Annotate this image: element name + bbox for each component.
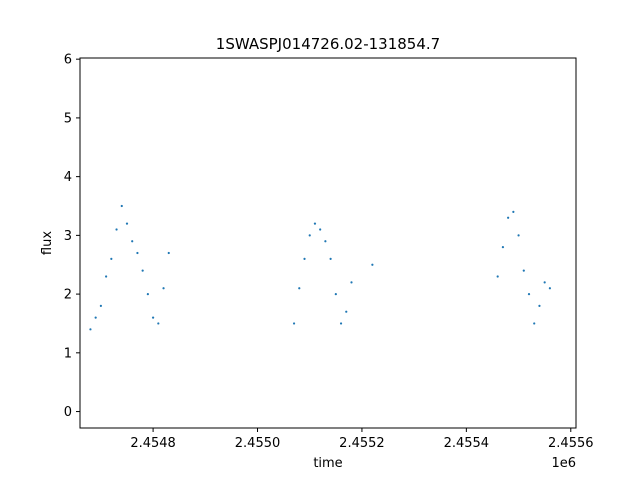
data-point (543, 281, 546, 284)
x-tick-label: 2.4552 (339, 436, 385, 451)
data-point (507, 216, 510, 219)
data-point (517, 234, 520, 237)
data-point (125, 222, 129, 225)
data-point (371, 263, 374, 266)
y-axis: 0 1 2 3 4 5 6 (64, 53, 80, 420)
x-offset-label: 1e6 (551, 456, 576, 471)
data-point (146, 293, 149, 296)
data-point (334, 293, 337, 296)
y-tick-label: 3 (64, 229, 72, 244)
data-point (136, 251, 139, 255)
plot-frame (79, 57, 577, 429)
data-point (308, 234, 311, 237)
data-point (115, 228, 118, 231)
data-point (162, 287, 165, 290)
data-point (345, 310, 348, 313)
data-point (496, 275, 499, 278)
data-point (501, 246, 505, 249)
data-point (538, 304, 541, 307)
data-point (329, 257, 332, 260)
data-point (99, 304, 102, 307)
x-axis-label: time (313, 456, 342, 471)
data-point (319, 228, 322, 231)
data-point (89, 328, 92, 331)
data-point (131, 240, 134, 243)
y-tick-label: 0 (64, 405, 72, 420)
data-point (157, 322, 160, 325)
x-axis: 2.4548 2.4550 2.4552 2.4554 2.4556 (130, 428, 594, 451)
data-point (141, 269, 144, 272)
y-tick-label: 4 (64, 170, 72, 185)
x-tick-label: 2.4554 (444, 436, 490, 451)
data-point (527, 293, 531, 296)
data-point (324, 240, 327, 243)
data-point (350, 281, 353, 284)
data-point (533, 322, 536, 325)
data-point (120, 204, 123, 208)
data-point (522, 269, 525, 272)
data-point (110, 257, 113, 260)
y-tick-label: 1 (64, 346, 72, 361)
chart-title: 1SWASPJ014726.02-131854.7 (216, 35, 440, 53)
y-tick-label: 5 (64, 111, 72, 126)
data-point (167, 251, 170, 255)
data-point (512, 210, 515, 213)
data-point (548, 287, 551, 290)
data-point (292, 322, 296, 325)
data-point (313, 222, 317, 225)
data-point (303, 257, 306, 260)
data-point (339, 322, 343, 325)
data-point (105, 275, 108, 278)
y-tick-label: 2 (64, 288, 72, 303)
x-tick-label: 2.4556 (548, 436, 594, 451)
y-tick-label: 6 (64, 53, 72, 68)
data-point (151, 316, 155, 319)
points-layer (89, 204, 551, 331)
x-tick-label: 2.4548 (130, 436, 176, 451)
data-point (298, 287, 301, 290)
x-tick-label: 2.4550 (235, 436, 281, 451)
y-axis-label: flux (40, 231, 55, 255)
data-point (94, 316, 97, 319)
